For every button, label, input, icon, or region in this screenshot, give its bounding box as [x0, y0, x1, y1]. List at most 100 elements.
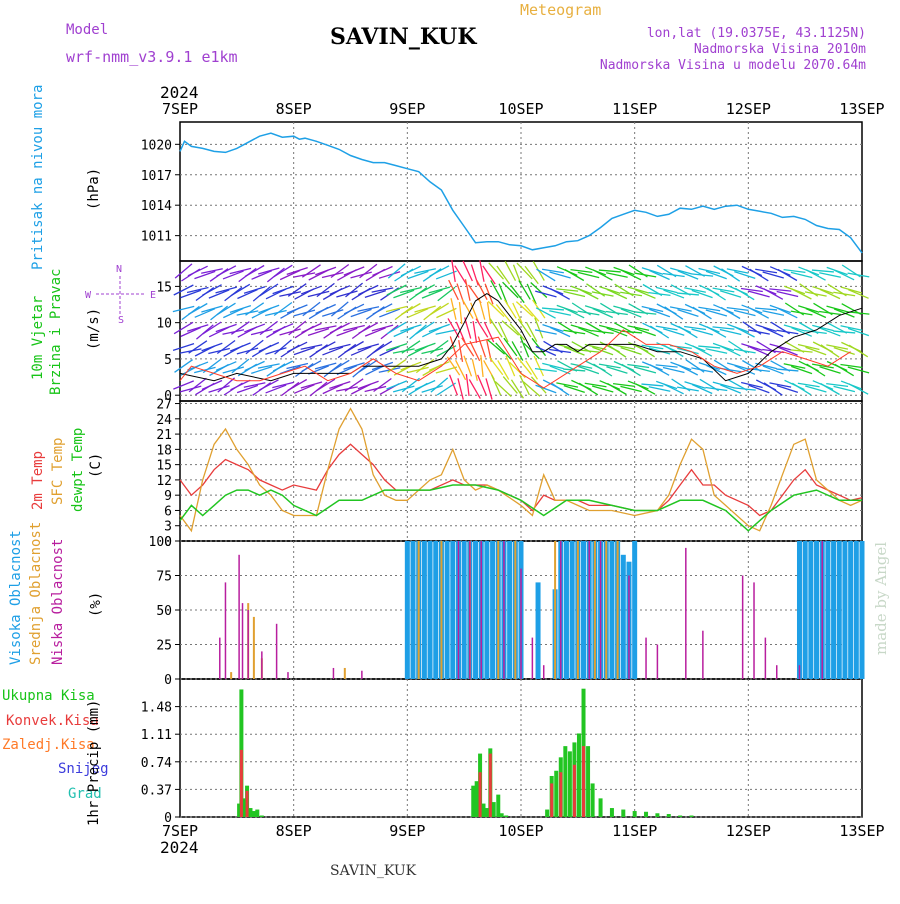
- wind-barb: [258, 267, 280, 275]
- wind-barb: [345, 282, 364, 298]
- wind-barb: [634, 289, 656, 299]
- wind-barb: [570, 269, 593, 273]
- wind-barb: [180, 326, 201, 338]
- wind-barb: [215, 286, 237, 294]
- wind-barb: [428, 323, 450, 333]
- wind-barb: [501, 320, 520, 336]
- wind-barb: [451, 260, 456, 282]
- wind-barb: [613, 383, 636, 387]
- wind-barb: [462, 260, 473, 282]
- wind-barb: [386, 321, 407, 335]
- model-elevation-text: Nadmorska Visina u modelu 2070.64m: [600, 58, 866, 73]
- cloud-low-bar: [542, 665, 545, 679]
- wind-barb: [272, 323, 294, 333]
- wind-barb: [783, 363, 806, 369]
- wind-barb: [485, 378, 493, 400]
- wind-barb: [208, 289, 230, 299]
- wind-barb: [776, 384, 799, 394]
- wind-label-bottom: Brzina i Pravac: [48, 269, 64, 395]
- wind-barb: [194, 270, 216, 280]
- cloud-mid-bar: [593, 541, 596, 679]
- wind-barb: [187, 361, 209, 371]
- y-tick-label: 1.11: [141, 728, 172, 743]
- cloud-label-high: Visoka Oblacnost: [8, 530, 24, 665]
- cloud-high-bar: [569, 541, 575, 679]
- wind-barb: [231, 321, 250, 335]
- precip-total-bar: [609, 808, 614, 817]
- wind-barb: [735, 287, 755, 301]
- wind-barb: [428, 361, 450, 371]
- wind-barb: [464, 279, 471, 301]
- cloud-low-bar: [219, 637, 221, 679]
- y-tick-label: 1.48: [141, 701, 172, 716]
- wind-barb: [791, 327, 812, 337]
- wind-barb: [522, 381, 541, 397]
- wind-barb: [286, 304, 308, 314]
- wind-barb: [371, 324, 394, 332]
- wind-barb: [208, 385, 230, 393]
- wind-barb: [533, 355, 544, 377]
- cloud-high-bar: [410, 541, 416, 679]
- cloud-low-bar: [560, 541, 562, 679]
- wind-barb: [648, 292, 671, 296]
- cloud-high-bar: [848, 541, 854, 679]
- wind-barb: [804, 291, 827, 297]
- cloud-high-bar: [853, 541, 859, 679]
- cloud-mid-bar: [440, 541, 443, 679]
- cloud-high-bar: [535, 582, 541, 679]
- wind-barb: [343, 303, 365, 315]
- wind-barb: [174, 359, 193, 373]
- wind-barb: [564, 268, 585, 282]
- wind-barb: [741, 343, 763, 351]
- wind-barb: [592, 346, 614, 356]
- cloud-low-bar: [241, 603, 244, 679]
- precip-label-hail: Grad: [68, 786, 102, 802]
- wind-barb: [217, 377, 236, 393]
- wind-barb: [208, 347, 230, 355]
- wind-barb: [705, 309, 728, 317]
- wind-barb: [448, 279, 459, 301]
- wind-barb: [655, 364, 678, 368]
- wind-barb: [286, 266, 308, 276]
- wind-barb: [591, 330, 614, 334]
- wind-barb: [512, 302, 523, 324]
- cloud-low-bar: [332, 667, 335, 679]
- cloud-high-bar: [814, 541, 820, 679]
- cloud-high-bar: [825, 541, 831, 679]
- wind-barb: [692, 345, 713, 357]
- cloud-label-low: Niska Oblacnost: [50, 539, 66, 665]
- wind-barb: [734, 326, 755, 338]
- wind-barb: [705, 348, 728, 354]
- wind-barb: [373, 378, 392, 392]
- wind-unit: (m/s): [86, 308, 102, 350]
- wind-barb: [364, 385, 387, 393]
- wind-barb: [330, 359, 350, 373]
- cloud-high-bar: [581, 541, 587, 679]
- cloud-low-bar: [457, 541, 460, 679]
- wind-barb: [535, 290, 557, 298]
- wind-barb: [634, 366, 657, 374]
- wind-barb: [475, 318, 489, 338]
- wind-barb: [250, 328, 273, 336]
- wind-barb: [677, 364, 699, 376]
- wind-barb: [357, 380, 379, 390]
- wind-barb: [505, 355, 516, 377]
- wind-barb: [734, 365, 756, 375]
- wind-barb: [400, 265, 422, 277]
- cloud-mid-bar: [554, 541, 557, 679]
- wind-barb: [279, 365, 301, 375]
- wind-barb: [534, 329, 557, 335]
- wind-barb: [495, 342, 512, 360]
- wind-barb: [479, 260, 485, 282]
- y-tick-label: 15: [156, 459, 172, 474]
- wind-barb: [468, 379, 481, 399]
- wind-barb: [541, 307, 564, 311]
- wind-barb: [435, 329, 458, 335]
- y-tick-label: 24: [156, 413, 172, 428]
- wind-barb: [663, 344, 684, 358]
- wind-barb: [678, 325, 698, 339]
- lonlat-text: lon,lat (19.0375E, 43.1125N): [647, 26, 866, 41]
- cloud-mid-bar: [576, 541, 579, 679]
- wind-barb: [641, 344, 664, 350]
- cloud-low-bar: [741, 575, 744, 679]
